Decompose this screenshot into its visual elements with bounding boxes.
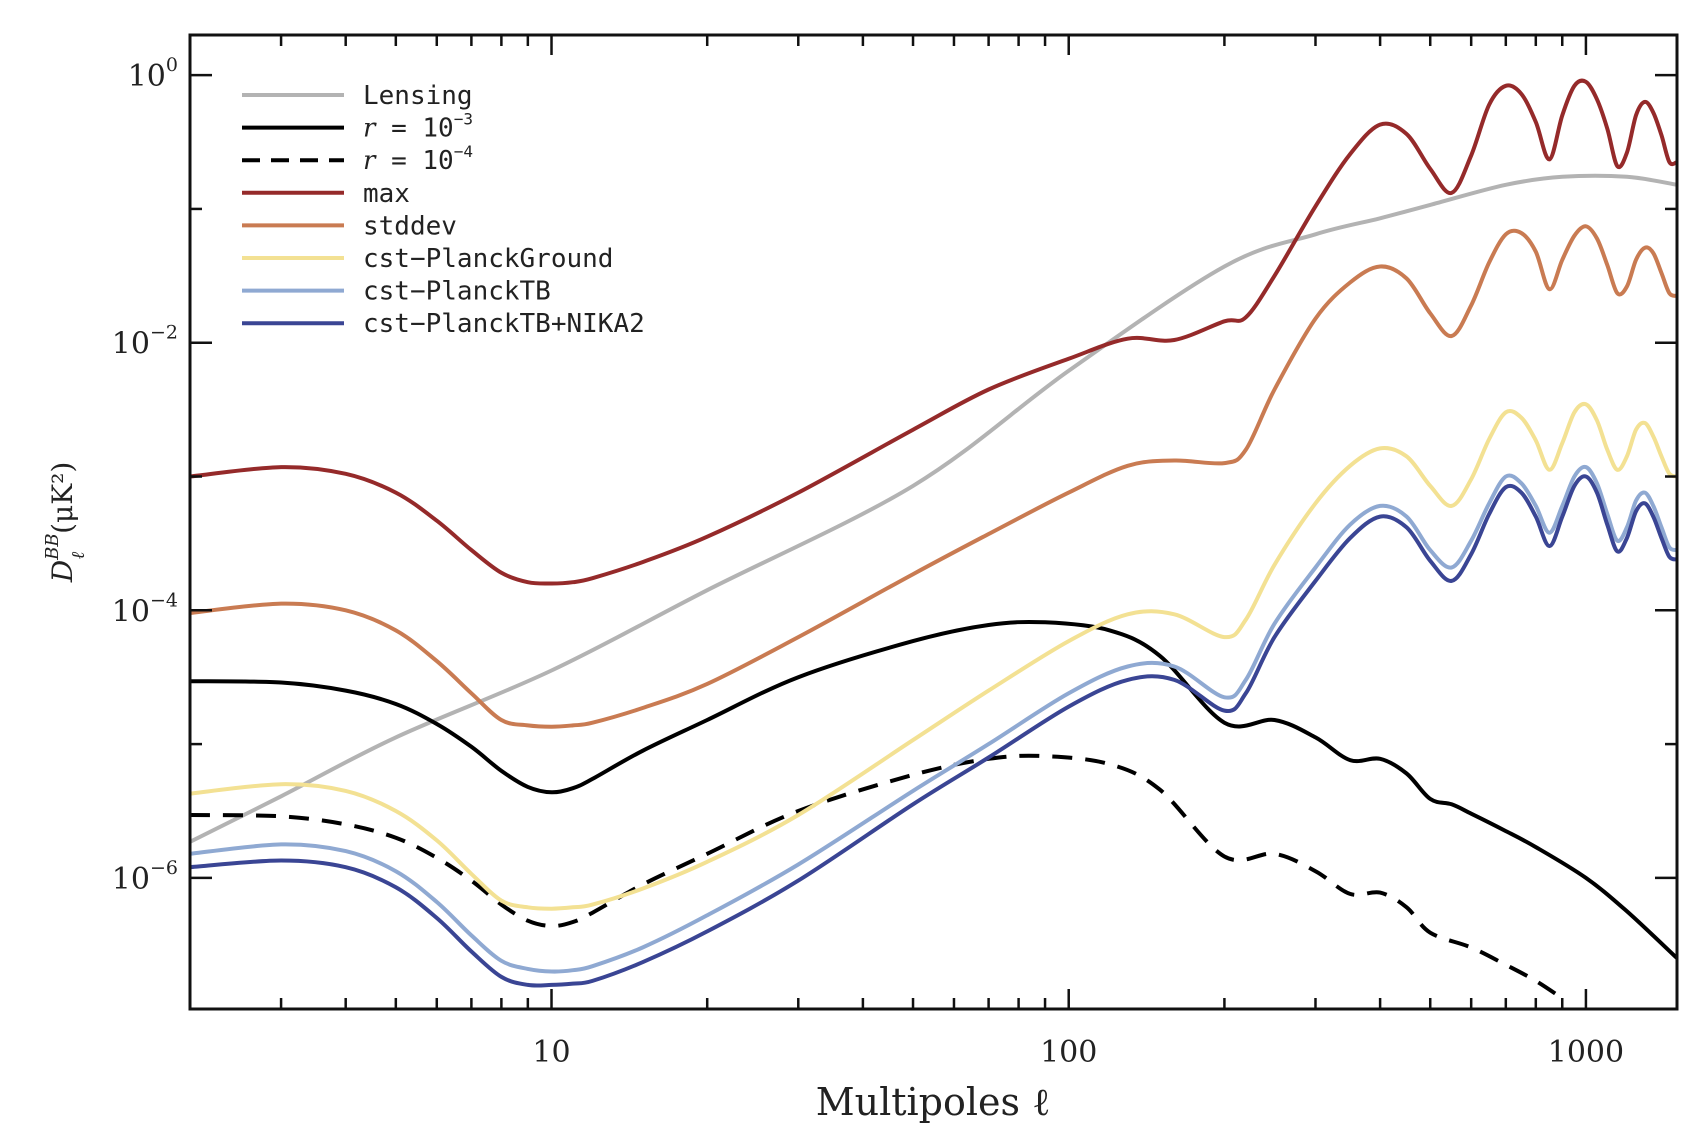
legend-var: r (363, 146, 377, 176)
legend-sup: −3 (454, 110, 473, 129)
y-tick-label: 10−4 (112, 589, 178, 629)
y-tick-label: 100 (128, 54, 178, 94)
legend-label-r-10-3: r = 10−3 (363, 110, 473, 144)
series-line-max (190, 78, 1677, 586)
legend-label-cst-planckground: cst−PlanckGround (363, 244, 613, 274)
y-axis-units: (μK²) (46, 462, 79, 534)
series-line-stddev (190, 224, 1677, 729)
x-tick-label: 10 (532, 1035, 570, 1070)
y-tick-power: 0 (166, 54, 178, 76)
legend-sup: −4 (454, 142, 473, 161)
y-tick-base: 10 (112, 327, 150, 362)
series-layer (190, 78, 1677, 1000)
series-line-cst-planckground (190, 401, 1677, 911)
y-tick-base: 10 (112, 862, 150, 897)
legend-var: r (363, 114, 377, 144)
legend-rest: = 10 (375, 146, 453, 176)
y-axis-symbol: D (46, 560, 79, 583)
plot-frame (188, 33, 1679, 1011)
y-tick-power: −2 (150, 322, 178, 344)
y-tick-base: 10 (128, 59, 166, 94)
legend-label-lensing: Lensing (363, 81, 473, 111)
legend-label-cst-plancktb-nika2: cst−PlanckTB+NIKA2 (363, 309, 645, 339)
x-tick-label: 1000 (1548, 1035, 1624, 1070)
series-line-cst-plancktb (190, 464, 1677, 974)
y-tick-label: 10−6 (112, 857, 178, 897)
y-tick-base: 10 (112, 594, 150, 629)
y-axis-superscript: BB (42, 533, 63, 560)
y-axis-title: DBB ℓ (μK²) (42, 462, 89, 584)
series-line-cst-plancktb-nika2 (190, 474, 1677, 988)
legend-rest: = 10 (375, 114, 453, 144)
y-tick-power: −6 (150, 857, 178, 879)
y-tick-power: −4 (150, 589, 178, 611)
y-axis-subscript: ℓ (68, 551, 89, 559)
x-axis-title: Multipoles ℓ (816, 1080, 1051, 1124)
legend-label-stddev: stddev (363, 211, 457, 241)
legend-label-max: max (363, 179, 410, 209)
x-tick-label: 100 (1040, 1035, 1097, 1070)
legend-label-cst-plancktb: cst−PlanckTB (363, 277, 551, 307)
series-line-r-10-4 (190, 753, 1564, 1000)
series-line-lensing (190, 173, 1677, 844)
legend-label-r-10-4: r = 10−4 (363, 142, 473, 176)
y-tick-label: 10−2 (112, 322, 178, 362)
series-line-r-10-3 (190, 619, 1677, 960)
